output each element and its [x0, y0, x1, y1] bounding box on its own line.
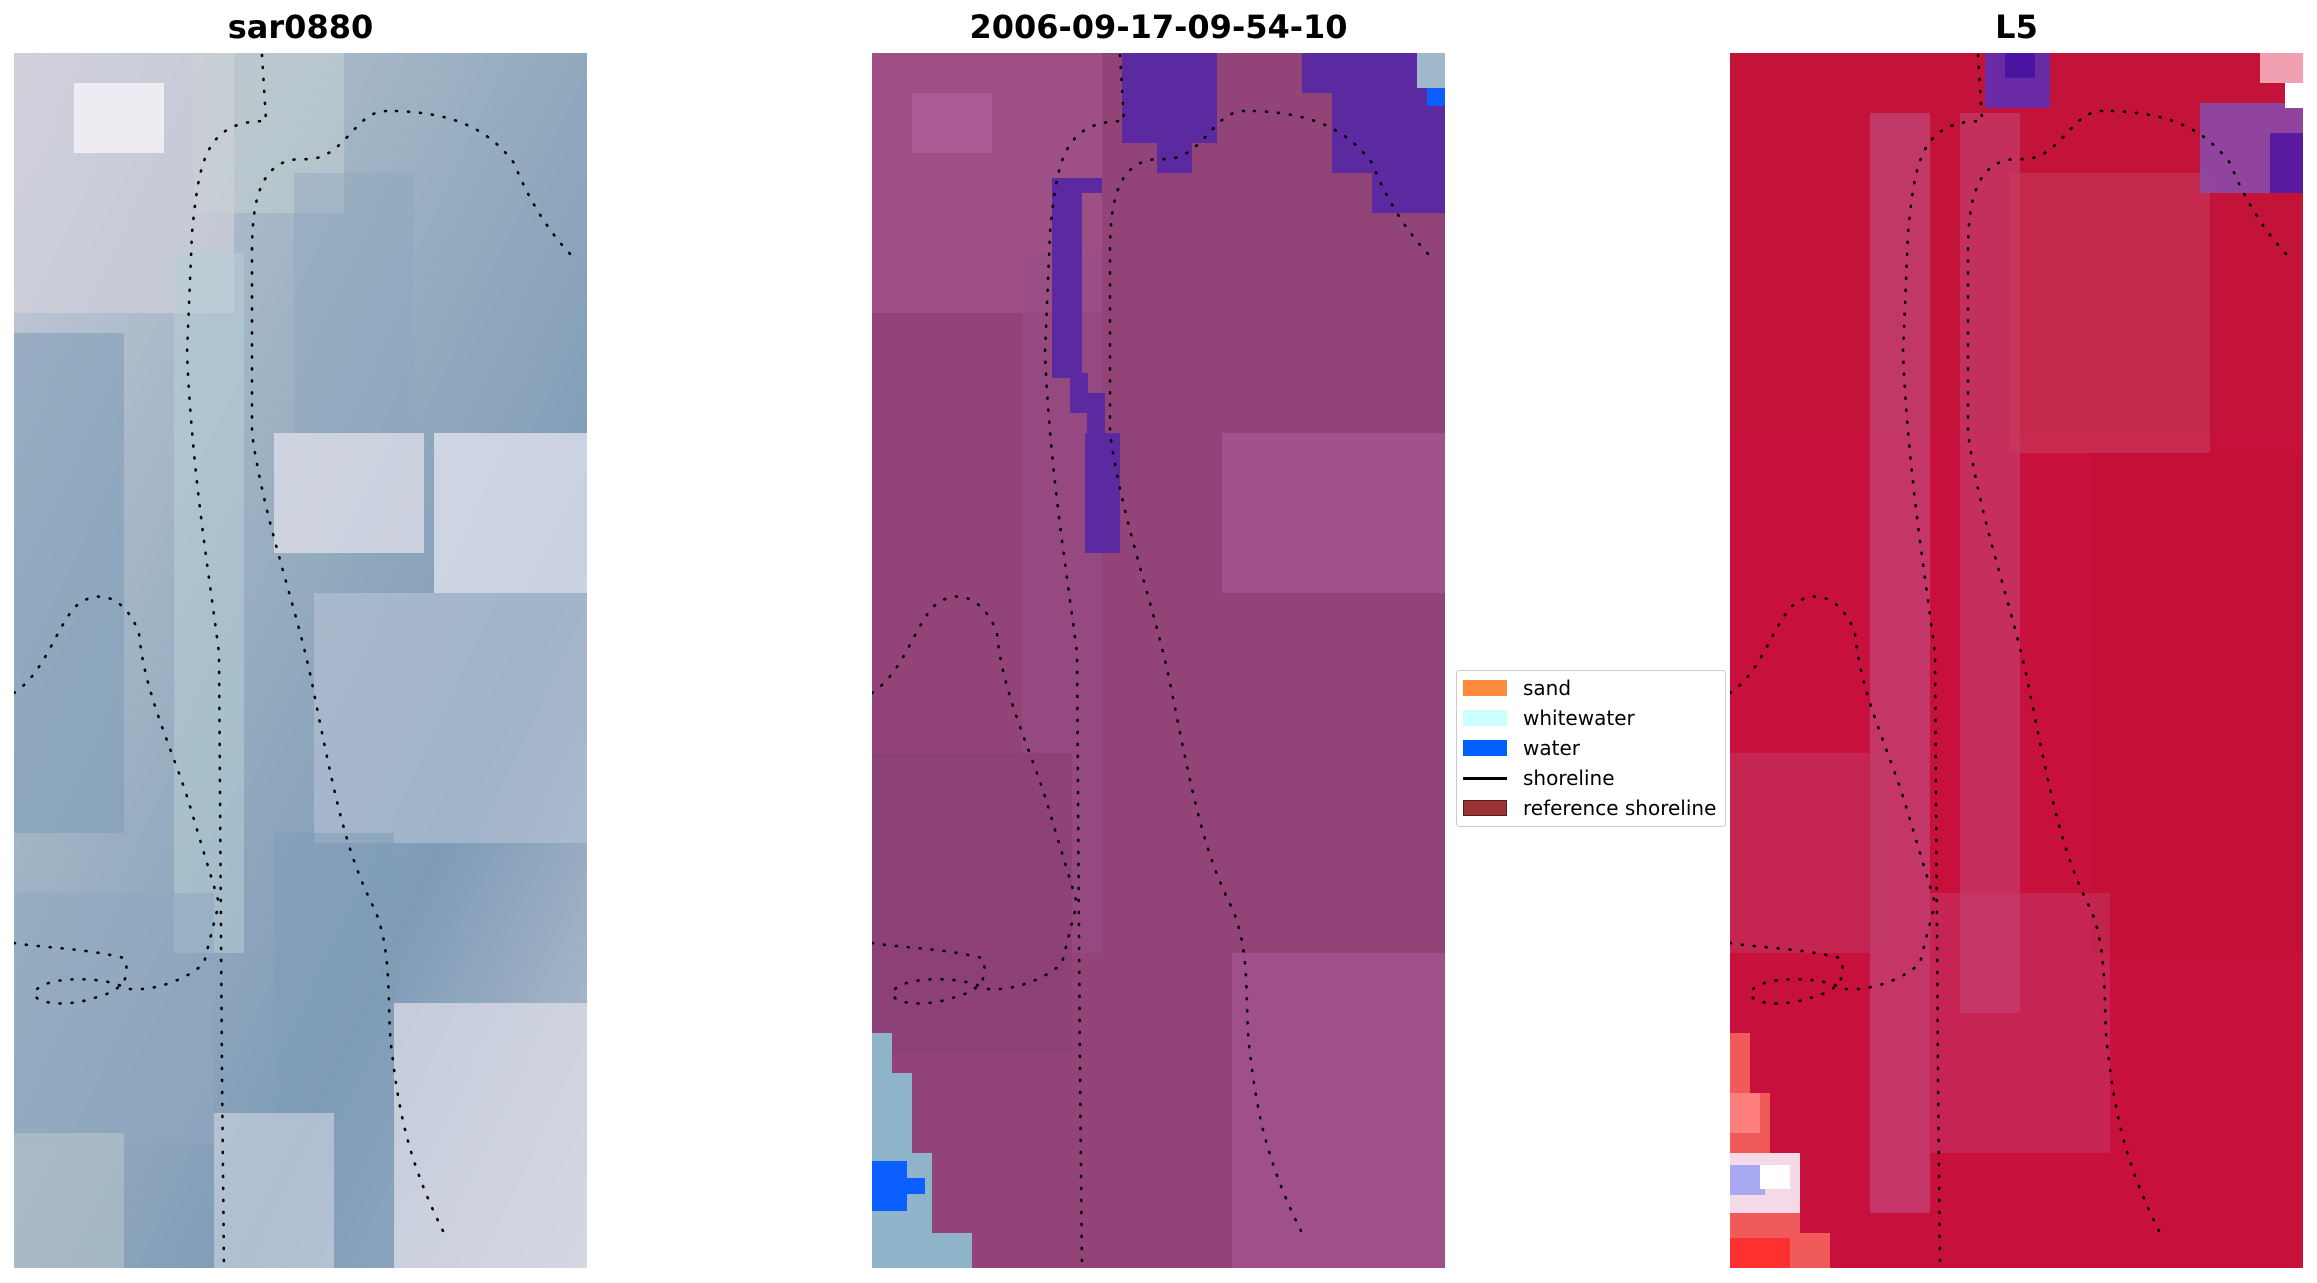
index-image-panel	[1730, 53, 2303, 1268]
legend-item-reference-shoreline: reference shoreline	[1463, 795, 1716, 821]
shoreline-dots	[872, 53, 1434, 1268]
legend-label: water	[1523, 736, 1580, 760]
legend-label: reference shoreline	[1523, 796, 1717, 820]
legend-label: whitewater	[1523, 706, 1635, 730]
legend-item-shoreline: shoreline	[1463, 765, 1615, 791]
legend-label: shoreline	[1523, 766, 1615, 790]
reference-shoreline-swatch	[1463, 800, 1507, 816]
rgb-image	[14, 53, 587, 1268]
shoreline-dots	[1730, 53, 2292, 1268]
water-swatch	[1463, 740, 1507, 756]
legend: sand whitewater water shoreline referenc…	[1456, 670, 1726, 827]
shoreline-dots	[14, 53, 576, 1268]
panel-title-rgb: sar0880	[227, 8, 374, 46]
legend-item-sand: sand	[1463, 675, 1571, 701]
legend-item-whitewater: whitewater	[1463, 705, 1635, 731]
index-image	[1730, 53, 2303, 1268]
panel-title-classified: 2006-09-17-09-54-10	[969, 8, 1348, 46]
shoreline-line-swatch	[1463, 776, 1507, 780]
legend-label: sand	[1523, 676, 1572, 700]
classified-image-panel	[872, 53, 1445, 1268]
legend-item-water: water	[1463, 735, 1580, 761]
panel-title-mndwi: L5	[1995, 8, 2038, 46]
classified-image	[872, 53, 1445, 1268]
whitewater-swatch	[1463, 710, 1507, 726]
sand-swatch	[1463, 680, 1507, 696]
rgb-image-panel	[14, 53, 587, 1268]
water-class-patches	[1052, 53, 1445, 553]
